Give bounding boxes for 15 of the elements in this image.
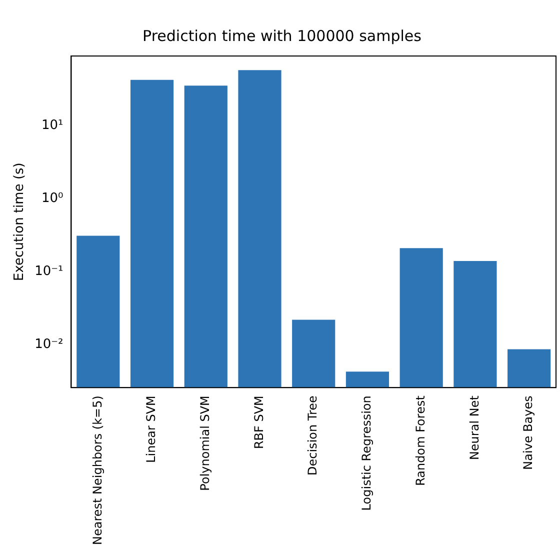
y-tick-label: 10⁻² bbox=[34, 337, 64, 352]
y-axis-title: Execution time (s) bbox=[12, 162, 28, 281]
x-tick-label: Neural Net bbox=[467, 395, 482, 460]
x-tick-label: Random Forest bbox=[413, 395, 428, 486]
y-tick-label: 10⁻¹ bbox=[34, 264, 64, 280]
x-tick-label: Polynomial SVM bbox=[198, 396, 212, 491]
x-tick-label: Logistic Regression bbox=[360, 396, 374, 511]
x-tick-label: RBF SVM bbox=[252, 396, 266, 450]
y-tick-label: 10¹ bbox=[41, 118, 64, 133]
chart-title: Prediction time with 100000 samples bbox=[142, 26, 422, 45]
x-tick-label: Linear SVM bbox=[144, 396, 158, 463]
x-tick-label: Naive Bayes bbox=[521, 396, 536, 470]
x-tick-label: Nearest Neighbors (k=5) bbox=[90, 396, 104, 546]
x-tick-label: Decision Tree bbox=[306, 396, 320, 476]
y-tick-label: 10⁰ bbox=[41, 190, 64, 206]
